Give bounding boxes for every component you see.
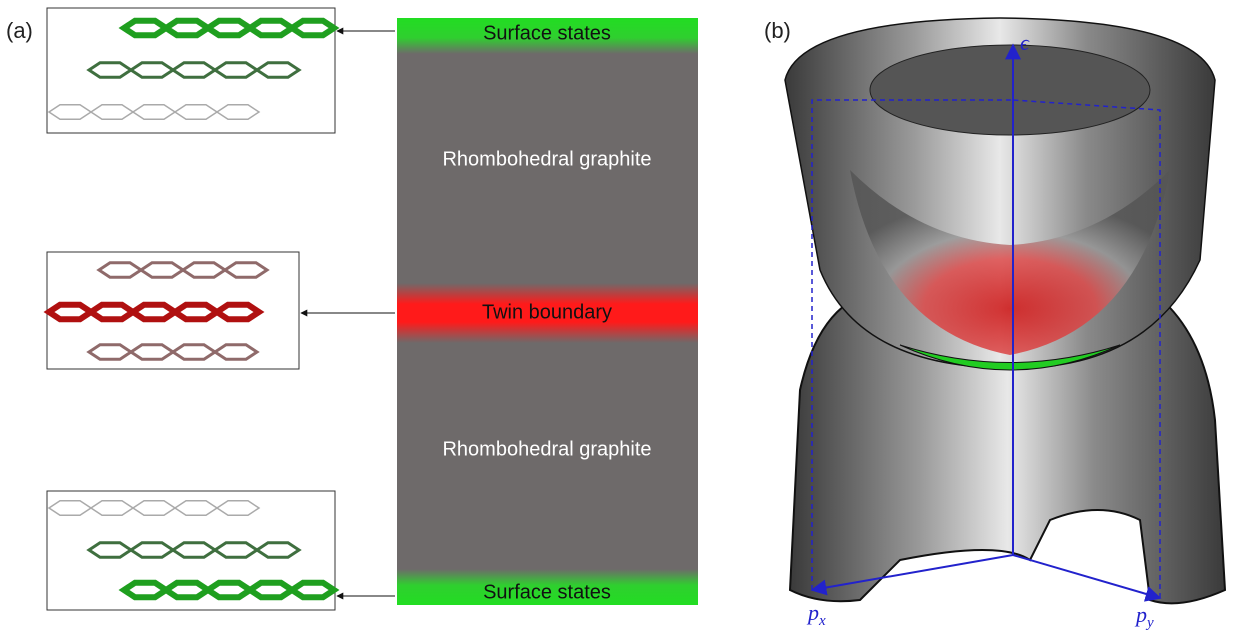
figure: (a) Surface states Rhombohedral graphite…	[0, 0, 1250, 630]
upper-rim	[870, 45, 1150, 135]
region-label: Surface states	[483, 22, 611, 44]
axis-subscript: y	[1145, 615, 1154, 630]
panel-label: (b)	[764, 18, 791, 43]
region-label: Twin boundary	[482, 301, 612, 323]
axis-symbol: p	[1134, 602, 1147, 627]
region-label: Rhombohedral graphite	[442, 148, 651, 170]
region-label: Rhombohedral graphite	[442, 438, 651, 460]
region-label: Surface states	[483, 581, 611, 603]
axis-label: ϵ	[1020, 30, 1030, 55]
band-surface	[785, 18, 1225, 603]
panel-label: (a)	[6, 18, 33, 43]
py-axis	[1013, 555, 1160, 598]
layer-bar: Surface states Rhombohedral graphite Twi…	[397, 18, 698, 605]
axis-label: px	[806, 600, 826, 629]
axis-label: py	[1134, 602, 1154, 630]
axis-symbol: p	[806, 600, 819, 625]
axis-subscript: x	[818, 613, 826, 629]
